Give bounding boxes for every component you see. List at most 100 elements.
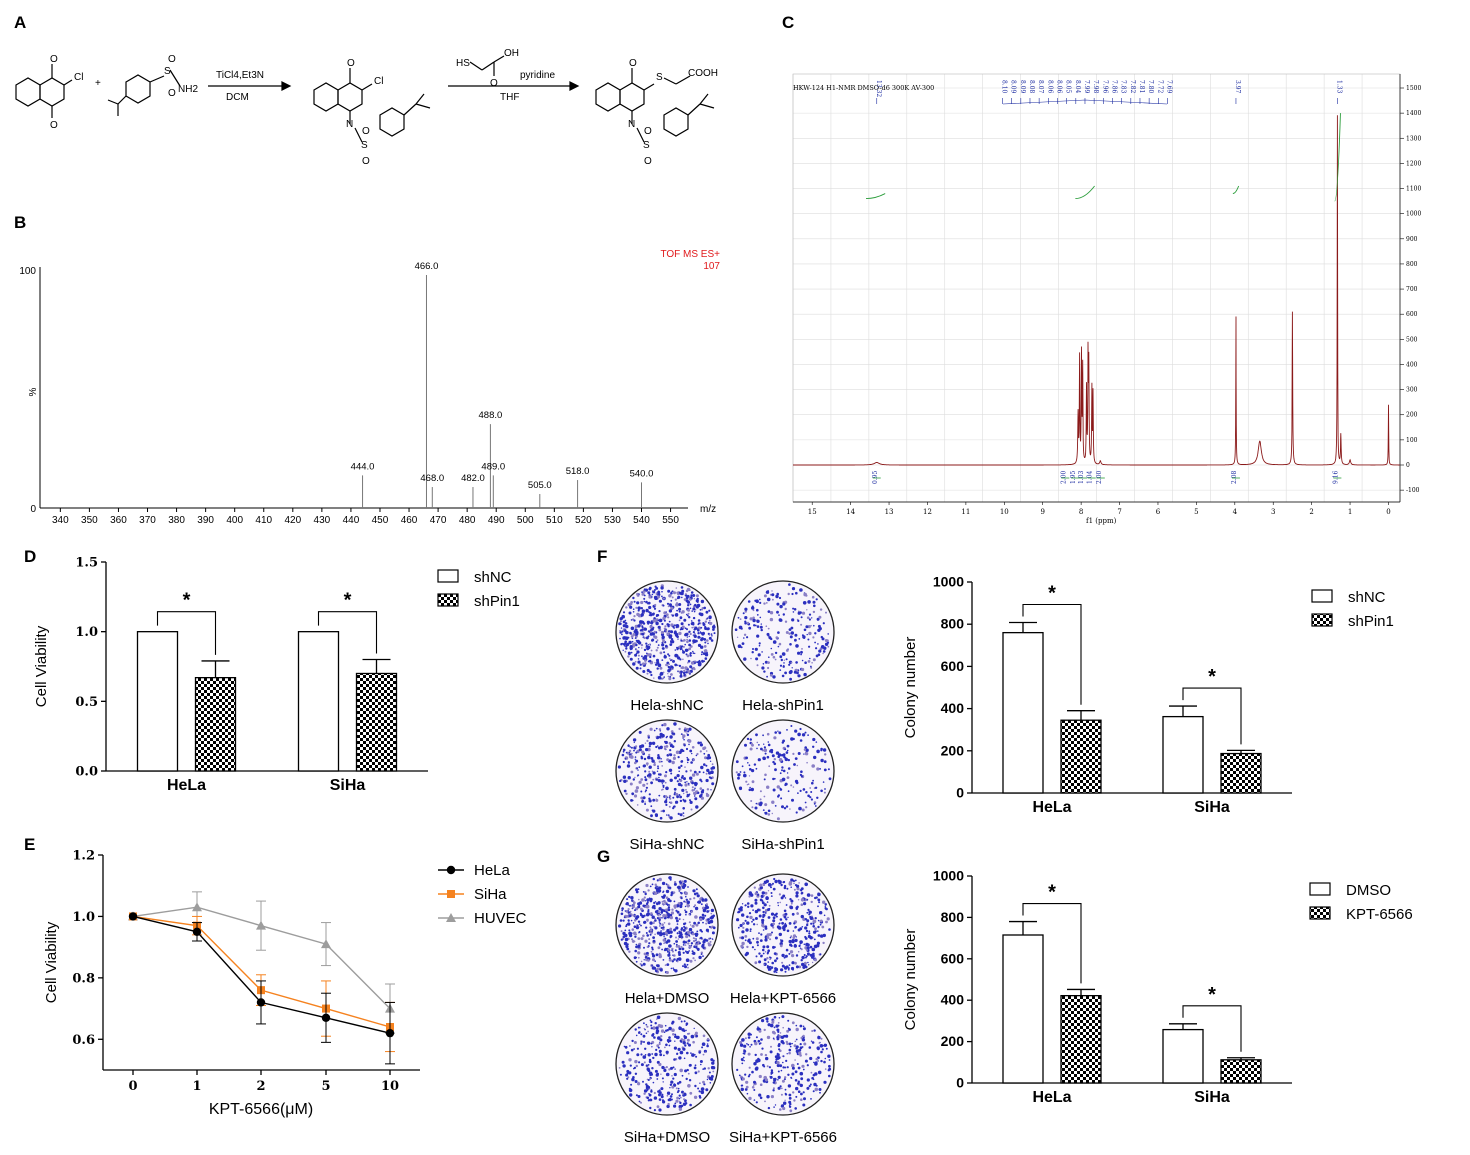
colony-dot [758,644,761,647]
nmr-integral-value: 1.95 [1070,470,1077,484]
colony-dot [828,928,831,931]
colony-dot [669,886,672,890]
colony-dot [766,1065,769,1068]
colony-dot [660,1095,664,1099]
colony-dot [813,803,816,805]
ms-peak-label: 482.0 [461,473,485,484]
colony-dot [749,1046,751,1048]
colony-dot [675,587,678,589]
colony-dot [804,661,807,664]
colony-dot [658,1089,661,1092]
colony-dot [658,760,661,763]
colony-dot [764,1100,766,1103]
colony-dot [670,630,674,634]
colony-dot [692,650,694,653]
colony-dot [828,1064,831,1068]
colony-dot [799,1071,804,1076]
colony-dot [793,763,796,766]
atom-cl: Cl [374,76,383,87]
colony-dot [647,920,649,922]
colony-dot [803,967,805,969]
colony-dot [637,956,640,959]
colony-dot [820,758,824,763]
colony-dot [747,1043,750,1046]
nmr-y-tick-label: 1100 [1406,186,1421,193]
nmr-y-tick-label: 1300 [1406,135,1421,142]
colony-dot [822,781,825,783]
colony-dot [671,1028,675,1032]
colony-dot [828,1067,832,1071]
colony-dot [637,888,640,891]
colony-dot [655,727,658,730]
colony-dot [806,952,810,956]
colony-dot [800,914,804,919]
nmr-y-tick-label: 700 [1406,286,1418,293]
colony-dot [645,808,649,812]
colony-dot [658,618,663,623]
colony-dot [635,1094,638,1097]
colony-dot [702,955,704,957]
colony-dot [653,763,656,766]
colony-dot [788,964,791,966]
colony-dot [690,910,693,913]
colony-dot [639,963,642,965]
colony-dot [707,642,709,645]
nmr-x-tick-label: 0 [1386,508,1390,516]
colony-dot [631,1077,635,1082]
colony-dot [708,636,712,640]
colony-dot [634,761,637,765]
colony-dot [795,891,799,895]
colony-dot [706,1037,710,1041]
colony-dot [804,801,807,804]
colony-dot [625,925,628,928]
colony-dot [682,928,686,932]
colony-dot [772,788,776,792]
colony-dot [790,886,792,888]
colony-dot [680,760,683,763]
ms-x-tick-label: 400 [226,515,243,526]
colony-dot [687,662,689,664]
colony-dot [756,893,760,896]
colony-dot [650,1042,653,1045]
colony-dot [668,741,672,745]
colony-dot [736,1068,739,1071]
colony-dot [737,911,740,914]
colony-dot [686,654,690,658]
colony-dot [619,620,622,623]
colony-dot [784,912,788,916]
colony-dot [776,1063,780,1068]
colony-dot [797,674,801,678]
colony-dot [686,903,689,907]
significance-bracket [1182,687,1242,745]
colony-dot [636,767,638,769]
colony-dot [812,737,816,742]
colony-dot [679,648,682,651]
colony-dot [681,775,684,778]
colony-dot [696,597,699,601]
colony-dot [644,770,647,773]
colony-dot [788,1028,791,1031]
colony-dot [674,624,676,627]
colony-dot [688,616,691,619]
colony-dot [688,1032,691,1035]
colony-dot [809,787,812,789]
colony-dot [822,748,827,752]
x-tick-label: 1 [192,1079,201,1094]
colony-dot [684,941,688,944]
y-tick-label: 0 [956,1075,964,1091]
colony-dot [658,728,662,731]
colony-dot [772,598,774,601]
colony-dot [772,1089,775,1092]
colony-dot [679,674,683,678]
colony-dot [752,616,755,620]
colony-dot [809,1056,813,1061]
colony-dot [637,1095,641,1098]
colony-dot [673,1104,677,1108]
colony-dot [751,769,755,773]
colony-dot [676,591,679,594]
y-axis-label: Cell Viability [43,921,60,1003]
colony-dot [633,1041,637,1044]
colony-dot [670,745,672,748]
colony-dot [756,608,759,612]
colony-dot [701,898,705,901]
